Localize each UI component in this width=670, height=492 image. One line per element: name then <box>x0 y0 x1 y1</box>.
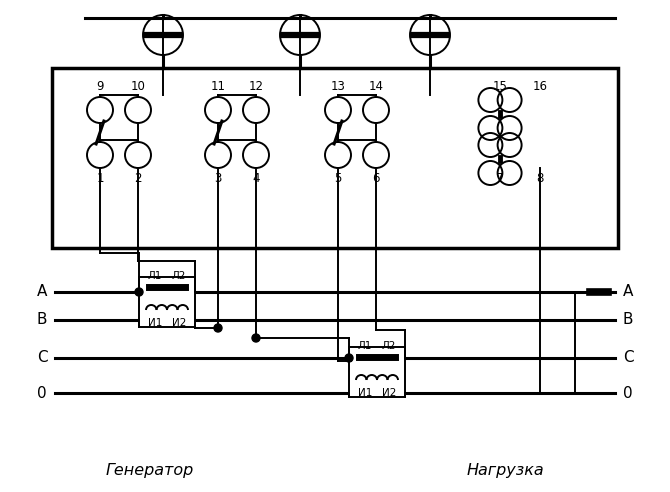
Text: 9: 9 <box>96 80 104 92</box>
Text: Генератор: Генератор <box>106 462 194 478</box>
Circle shape <box>252 334 260 342</box>
Text: 10: 10 <box>131 80 145 92</box>
Text: 12: 12 <box>249 80 263 92</box>
Text: 13: 13 <box>330 80 346 92</box>
Text: B: B <box>622 312 633 328</box>
Text: 8: 8 <box>536 173 543 185</box>
Text: A: A <box>37 284 47 300</box>
Text: Л2: Л2 <box>382 341 396 351</box>
Text: 1: 1 <box>96 173 104 185</box>
Text: Л2: Л2 <box>172 271 186 281</box>
Text: 5: 5 <box>334 173 342 185</box>
Text: Нагрузка: Нагрузка <box>466 462 544 478</box>
Circle shape <box>214 324 222 332</box>
Text: 14: 14 <box>369 80 383 92</box>
Text: C: C <box>37 350 48 366</box>
Text: Л1: Л1 <box>148 271 162 281</box>
Text: B: B <box>37 312 48 328</box>
Text: C: C <box>622 350 633 366</box>
Text: И1: И1 <box>148 318 162 328</box>
Text: И2: И2 <box>382 388 396 398</box>
Text: Л1: Л1 <box>358 341 373 351</box>
Text: 2: 2 <box>134 173 142 185</box>
FancyBboxPatch shape <box>52 68 618 248</box>
FancyBboxPatch shape <box>139 277 195 327</box>
Circle shape <box>345 354 353 362</box>
Text: 3: 3 <box>214 173 222 185</box>
Text: A: A <box>623 284 633 300</box>
Text: 0: 0 <box>623 386 632 400</box>
Text: 7: 7 <box>496 173 504 185</box>
Text: 11: 11 <box>210 80 226 92</box>
Text: 0: 0 <box>38 386 47 400</box>
FancyBboxPatch shape <box>349 347 405 397</box>
Text: И1: И1 <box>358 388 373 398</box>
Circle shape <box>135 288 143 296</box>
Text: 4: 4 <box>252 173 260 185</box>
Text: И2: И2 <box>172 318 186 328</box>
Text: 16: 16 <box>533 80 547 92</box>
Text: 15: 15 <box>492 80 507 92</box>
Text: 6: 6 <box>373 173 380 185</box>
